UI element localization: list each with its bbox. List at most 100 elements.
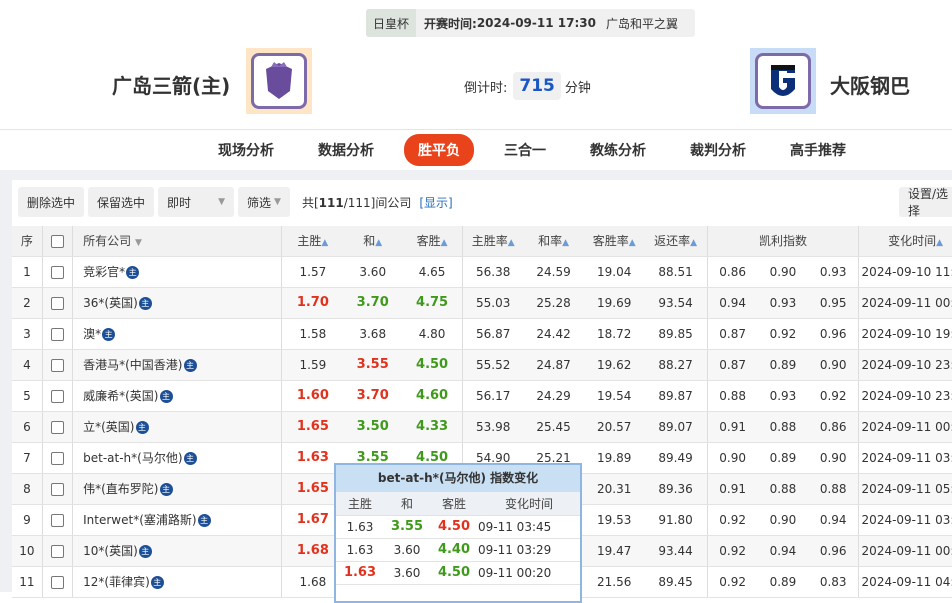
- row-checkbox[interactable]: [41, 318, 73, 350]
- show-link[interactable]: [显示]: [419, 195, 453, 210]
- tab-three-in-one[interactable]: 三合一: [504, 143, 546, 159]
- row-checkbox[interactable]: [41, 566, 73, 598]
- kelly-away: 0.90: [808, 442, 859, 474]
- col-home[interactable]: 主胜▲: [281, 226, 344, 257]
- row-checkbox[interactable]: [41, 473, 73, 505]
- company-name[interactable]: 威廉希*(英国): [83, 389, 159, 403]
- col-draw-rate[interactable]: 和率▲: [523, 226, 584, 257]
- company-name[interactable]: 立*(英国): [83, 420, 135, 434]
- tab-1x2[interactable]: 胜平负: [404, 134, 474, 166]
- away-rate: 20.31: [583, 473, 645, 505]
- col-change-time[interactable]: 变化时间▲: [858, 226, 952, 257]
- company-name[interactable]: 伟*(直布罗陀): [83, 482, 159, 496]
- col-return-rate[interactable]: 返还率▲: [644, 226, 708, 257]
- company-name[interactable]: 竞彩官*: [83, 265, 126, 279]
- kelly-home: 0.91: [706, 411, 758, 443]
- draw-rate: 24.42: [523, 318, 584, 350]
- row-checkbox[interactable]: [41, 411, 73, 443]
- away-rate: 19.47: [583, 535, 645, 567]
- col-company[interactable]: 所有公司 ▼: [72, 226, 282, 257]
- home-badge-icon: 主: [126, 266, 140, 279]
- popup-col-away: 客胜: [430, 492, 478, 516]
- company-name[interactable]: 12*(菲律宾): [83, 575, 150, 589]
- keep-selected-button[interactable]: 保留选中: [88, 187, 155, 217]
- company-cell[interactable]: 伟*(直布罗陀) 主: [72, 473, 282, 505]
- tab-referee[interactable]: 裁判分析: [690, 143, 746, 159]
- sort-icon: ▲: [440, 238, 448, 249]
- cup-name[interactable]: 日皇杯: [366, 9, 417, 37]
- mode-value: 即时: [167, 195, 192, 210]
- company-name[interactable]: bet-at-h*(马尔他): [83, 451, 183, 465]
- return-rate: 89.07: [644, 411, 708, 443]
- popup-col-time: 变化时间: [478, 492, 580, 516]
- kelly-draw: 0.90: [757, 256, 809, 288]
- home-badge-icon: 主: [102, 328, 116, 341]
- away-rate: 19.54: [583, 380, 645, 412]
- col-away[interactable]: 客胜▲: [402, 226, 463, 257]
- row-checkbox[interactable]: [41, 442, 73, 474]
- tab-coach[interactable]: 教练分析: [590, 143, 646, 159]
- kelly-away: 0.88: [808, 473, 859, 505]
- row-checkbox[interactable]: [41, 349, 73, 381]
- draw-odds: 3.55: [343, 349, 403, 381]
- home-team-logo[interactable]: [246, 48, 312, 114]
- filter-select[interactable]: 筛选 ▼: [238, 187, 290, 217]
- company-cell[interactable]: bet-at-h*(马尔他) 主: [72, 442, 282, 474]
- draw-odds: 3.50: [343, 411, 403, 443]
- row-index: 1: [12, 256, 43, 288]
- row-checkbox[interactable]: [41, 504, 73, 536]
- kelly-home: 0.92: [706, 504, 758, 536]
- settings-button[interactable]: 设置/选择: [899, 187, 952, 218]
- draw-rate: 25.28: [523, 287, 584, 319]
- delete-selected-button[interactable]: 删除选中: [18, 187, 85, 217]
- tab-expert[interactable]: 高手推荐: [790, 143, 846, 159]
- col-away-rate[interactable]: 客胜率▲: [583, 226, 645, 257]
- company-name[interactable]: 36*(英国): [83, 296, 138, 310]
- company-cell[interactable]: 香港马*(中国香港) 主: [72, 349, 282, 381]
- kelly-home: 0.91: [706, 473, 758, 505]
- mode-select[interactable]: 即时 ▼: [158, 187, 235, 217]
- kelly-draw: 0.89: [757, 349, 809, 381]
- col-home-rate[interactable]: 主胜率▲: [462, 226, 524, 257]
- change-time: 2024-09-11 03:45: [858, 442, 952, 474]
- col-draw[interactable]: 和▲: [343, 226, 403, 257]
- company-name[interactable]: 香港马*(中国香港): [83, 358, 183, 372]
- company-cell[interactable]: 10*(英国) 主: [72, 535, 282, 567]
- away-team-logo[interactable]: [750, 48, 816, 114]
- company-cell[interactable]: Interwet*(塞浦路斯) 主: [72, 504, 282, 536]
- company-name[interactable]: 10*(英国): [83, 544, 138, 558]
- popup-away: 4.50: [430, 561, 478, 585]
- row-checkbox[interactable]: [41, 380, 73, 412]
- table-row: 1 竞彩官* 主 1.57 3.60 4.65 56.38 24.59 19.04 88.51 0.…: [12, 256, 952, 288]
- return-rate: 93.54: [644, 287, 708, 319]
- company-cell[interactable]: 12*(菲律宾) 主: [72, 566, 282, 598]
- company-cell[interactable]: 立*(英国) 主: [72, 411, 282, 443]
- row-checkbox[interactable]: [41, 535, 73, 567]
- table-row: 6 立*(英国) 主 1.65 3.50 4.33 53.98 25.45 20.57 89.07…: [12, 411, 952, 443]
- col-index: 序: [12, 226, 43, 257]
- countdown-label: 倒计时:: [464, 80, 508, 96]
- home-team-name[interactable]: 广岛三箭(主): [112, 74, 231, 98]
- company-cell[interactable]: 威廉希*(英国) 主: [72, 380, 282, 412]
- company-cell[interactable]: 竞彩官* 主: [72, 256, 282, 288]
- sort-icon: ▲: [628, 238, 636, 249]
- company-name[interactable]: 澳*: [83, 327, 102, 341]
- match-info-bar: 日皇杯 开赛时间: 2024-09-11 17:30 广岛和平之翼: [366, 9, 695, 37]
- tab-live[interactable]: 现场分析: [218, 143, 274, 159]
- toolbar: 删除选中 保留选中 即时 ▼ 筛选 ▼ 共[111/111]间公司 [显示]: [18, 187, 453, 217]
- row-index: 2: [12, 287, 43, 319]
- kelly-draw: 0.88: [757, 473, 809, 505]
- kelly-home: 0.92: [706, 535, 758, 567]
- return-rate: 89.36: [644, 473, 708, 505]
- select-all-checkbox[interactable]: [41, 226, 73, 257]
- sort-icon: ▲: [321, 238, 329, 249]
- away-team-name[interactable]: 大阪钢巴: [830, 74, 910, 98]
- row-checkbox[interactable]: [41, 256, 73, 288]
- tab-data[interactable]: 数据分析: [318, 143, 374, 159]
- row-checkbox[interactable]: [41, 287, 73, 319]
- company-cell[interactable]: 36*(英国) 主: [72, 287, 282, 319]
- away-odds: 4.50: [402, 349, 463, 381]
- company-name[interactable]: Interwet*(塞浦路斯): [83, 513, 197, 527]
- company-cell[interactable]: 澳* 主: [72, 318, 282, 350]
- table-row: 5 威廉希*(英国) 主 1.60 3.70 4.60 56.17 24.29 19.54 89.…: [12, 380, 952, 412]
